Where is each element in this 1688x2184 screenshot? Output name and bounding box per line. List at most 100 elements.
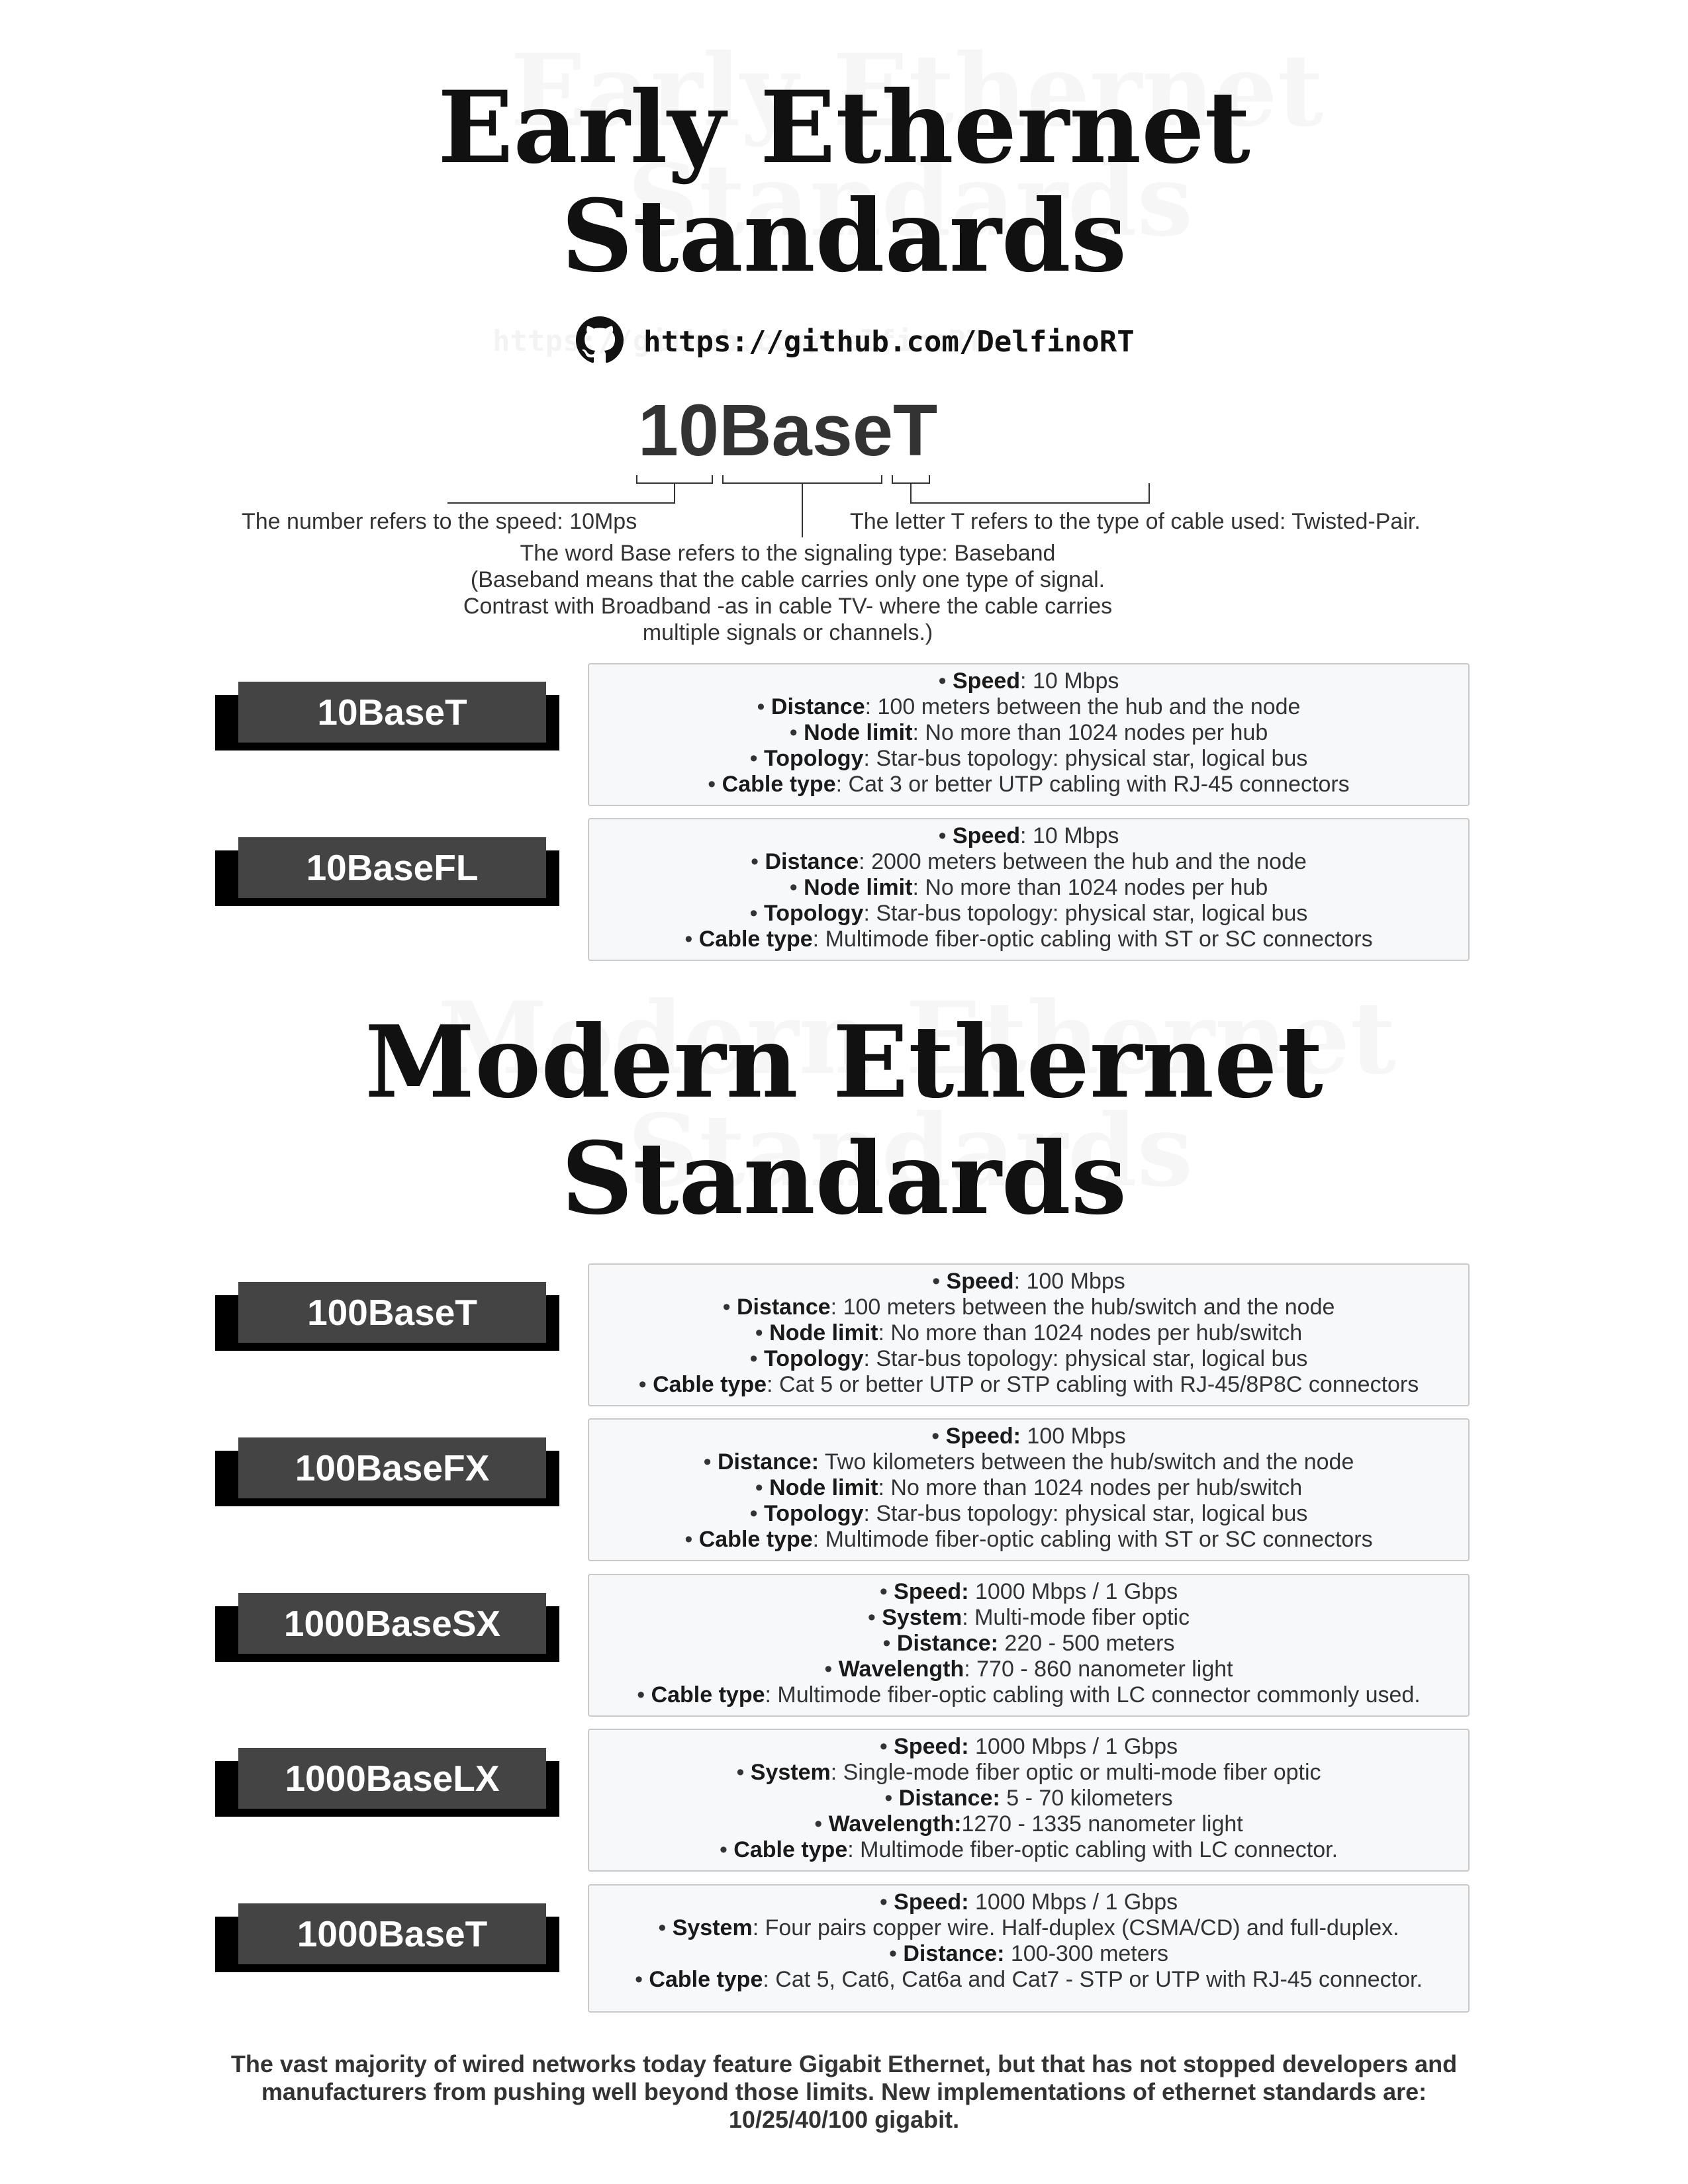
number-note: The number refers to the speed: 10Mps: [242, 509, 637, 534]
github-icon: [576, 316, 624, 367]
number-leader: [447, 483, 675, 504]
diagram-word: 10BaseT: [637, 390, 938, 471]
detail-line: • Cable type: Multimode fiber-optic cabl…: [637, 1682, 1421, 1707]
detail-line: • Distance: 5 - 70 kilometers: [884, 1786, 1173, 1811]
detail-value: Multimode fiber-optic cabling with LC co…: [771, 1682, 1421, 1707]
detail-line: • Cable type: Multimode fiber-optic cabl…: [684, 927, 1373, 952]
detail-line: • Node limit: No more than 1024 nodes pe…: [755, 1475, 1303, 1500]
detail-line: • Distance: 2000 meters between the hub …: [751, 849, 1307, 874]
standard-label: 1000BaseLX: [215, 1748, 559, 1817]
detail-separator: :: [763, 1967, 769, 1992]
diagram-brackets: [447, 475, 1150, 537]
detail-key: Cable type: [698, 1527, 813, 1552]
detail-value: Cat 3 or better UTP cabling with RJ-45 c…: [842, 772, 1350, 797]
detail-line: • Wavelength:1270 - 1335 nanometer light: [814, 1811, 1243, 1837]
detail-key: Cable type: [698, 927, 813, 952]
detail-separator: :: [878, 1475, 884, 1500]
detail-separator: :: [962, 1605, 968, 1630]
github-url-ghost: https://github.com/DelfinoRT: [492, 324, 984, 358]
standard-label: 100BaseT: [215, 1282, 559, 1351]
detail-value: Star-bus topology: physical star, logica…: [869, 1346, 1308, 1371]
standard-label-text: 10BaseT: [238, 682, 546, 743]
modern-title-line1: Modern Ethernet: [365, 1004, 1323, 1120]
detail-key: Distance:: [717, 1449, 820, 1475]
standard-label-text: 1000BaseLX: [238, 1748, 546, 1809]
detail-key: Wavelength:: [828, 1811, 962, 1837]
detail-value: No more than 1024 nodes per hub: [918, 720, 1268, 745]
detail-value: Four pairs copper wire. Half-duplex (CSM…: [759, 1915, 1399, 1940]
footer-line: 10/25/40/100 gigabit.: [728, 2106, 960, 2133]
standard-label-text: 100BaseT: [238, 1282, 546, 1343]
detail-separator: :: [865, 694, 872, 719]
detail-value: Single-mode fiber optic or multi-mode fi…: [837, 1760, 1321, 1785]
detail-line: • Cable type: Multimode fiber-optic cabl…: [719, 1837, 1338, 1862]
detail-value: 100-300 meters: [1004, 1941, 1168, 1966]
detail-line: • Speed: 10 Mbps: [938, 668, 1119, 694]
detail-value: Multimode fiber-optic cabling with LC co…: [853, 1837, 1338, 1862]
detail-value: Star-bus topology: physical star, logica…: [869, 746, 1308, 771]
base-bracket: [722, 475, 882, 484]
detail-key: Speed: [953, 668, 1021, 694]
early-title-ghost: Early Ethernet: [510, 32, 1323, 149]
detail-line: • Topology: Star-bus topology: physical …: [749, 901, 1308, 926]
github-link[interactable]: https://github.com/DelfinoRT: [576, 315, 1135, 368]
detail-line: • System: Single-mode fiber optic or mul…: [736, 1760, 1321, 1785]
detail-separator: :: [812, 1527, 820, 1552]
detail-value: Multimode fiber-optic cabling with ST or…: [819, 927, 1373, 952]
footer-line: The vast majority of wired networks toda…: [230, 2050, 1458, 2077]
detail-separator: :: [863, 1501, 870, 1526]
detail-value: 1270 - 1335 nanometer light: [961, 1811, 1243, 1837]
detail-separator: :: [752, 1915, 759, 1940]
detail-separator: :: [863, 1346, 870, 1371]
detail-line: • Cable type: Multimode fiber-optic cabl…: [684, 1527, 1373, 1552]
detail-key: Speed: [946, 1269, 1014, 1294]
detail-value: 100 meters between the hub and the node: [871, 694, 1301, 719]
detail-key: Distance:: [898, 1786, 1000, 1811]
detail-line: • Speed: 100 Mbps: [931, 1424, 1126, 1449]
detail-value: Cat 5, Cat6, Cat6a and Cat7 - STP or UTP…: [769, 1967, 1423, 1992]
detail-separator: :: [830, 1295, 837, 1320]
detail-value: 100 Mbps: [1020, 1424, 1126, 1449]
detail-separator: :: [912, 720, 919, 745]
detail-value: No more than 1024 nodes per hub: [918, 875, 1268, 900]
detail-line: • System: Multi-mode fiber optic: [867, 1605, 1190, 1630]
letter-leader: [910, 483, 1150, 504]
modern-title-line2: Standards: [561, 1120, 1127, 1237]
detail-key: Wavelength: [838, 1657, 964, 1682]
detail-line: • Topology: Star-bus topology: physical …: [749, 1501, 1308, 1526]
standard-details: • Speed: 100 Mbps • Distance: Two kilomet…: [588, 1418, 1470, 1561]
standard-label-text: 100BaseFX: [238, 1437, 546, 1498]
detail-value: 100 meters between the hub/switch and th…: [837, 1295, 1335, 1320]
letter-note: The letter T refers to the type of cable…: [850, 509, 1421, 534]
standard-label: 1000BaseT: [215, 1903, 559, 1972]
detail-value: 220 - 500 meters: [998, 1631, 1175, 1656]
modern-title-ghost: Modern Ethernet: [438, 980, 1396, 1097]
detail-key: Distance: [765, 849, 859, 874]
detail-key: Node limit: [804, 720, 913, 745]
detail-separator: :: [964, 1657, 970, 1682]
standard-label: 10BaseFL: [215, 837, 559, 906]
detail-key: Distance: [771, 694, 865, 719]
github-url[interactable]: https://github.com/DelfinoRT: [643, 324, 1135, 359]
detail-key: Node limit: [769, 1320, 878, 1345]
detail-key: Speed:: [894, 1734, 969, 1759]
detail-line: • Speed: 1000 Mbps / 1 Gbps: [879, 1734, 1178, 1759]
detail-key: Cable type: [733, 1837, 848, 1862]
detail-line: • Node limit: No more than 1024 nodes pe…: [789, 720, 1268, 745]
standard-details: • Speed: 10 Mbps • Distance: 100 meters b…: [588, 663, 1470, 806]
detail-key: Cable type: [653, 1372, 767, 1397]
standard-label-text: 1000BaseT: [238, 1903, 546, 1964]
detail-key: Speed: [953, 823, 1021, 848]
detail-value: Two kilometers between the hub/switch an…: [819, 1449, 1354, 1475]
standard-label: 100BaseFX: [215, 1437, 559, 1506]
detail-line: • Distance: 100 meters between the hub a…: [757, 694, 1301, 719]
detail-line: • Speed: 10 Mbps: [938, 823, 1119, 848]
detail-separator: :: [1013, 1269, 1021, 1294]
standard-label-text: 1000BaseSX: [238, 1593, 546, 1654]
detail-line: • Speed: 1000 Mbps / 1 Gbps: [879, 1889, 1178, 1915]
detail-separator: :: [765, 1682, 771, 1707]
detail-value: 10 Mbps: [1026, 668, 1119, 694]
detail-value: Star-bus topology: physical star, logica…: [869, 901, 1308, 926]
standard-label: 1000BaseSX: [215, 1593, 559, 1662]
detail-value: Multi-mode fiber optic: [968, 1605, 1190, 1630]
